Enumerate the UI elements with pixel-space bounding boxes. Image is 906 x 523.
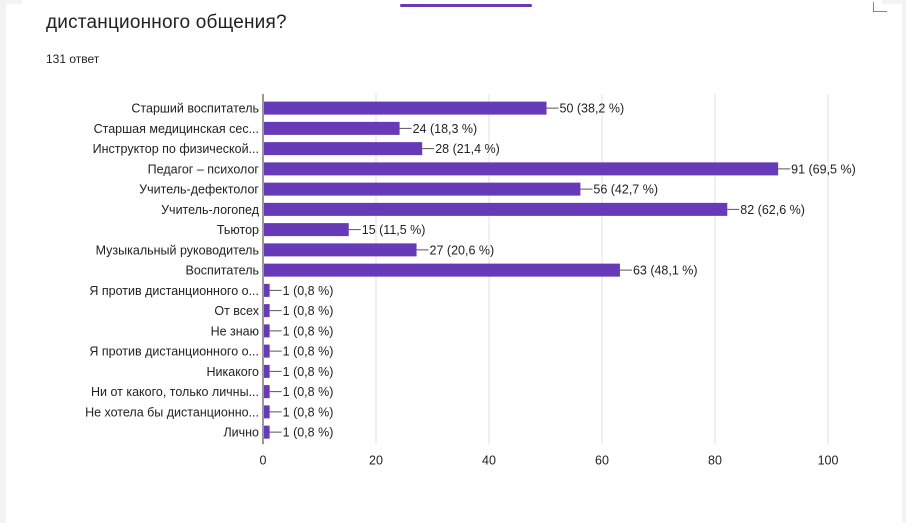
category-label: Педагог – психолог xyxy=(148,162,260,176)
category-label: Старшая медицинская сес... xyxy=(94,122,259,136)
category-label: Старший воспитатель xyxy=(131,102,259,116)
x-tick-label: 100 xyxy=(818,453,839,467)
data-label: 28 (21,4 %) xyxy=(435,142,500,156)
bar xyxy=(264,121,400,135)
bar xyxy=(264,425,270,439)
data-label: 1 (0,8 %) xyxy=(283,365,334,379)
category-label: Я против дистанционного о... xyxy=(89,284,259,298)
x-tick-label: 60 xyxy=(595,453,609,467)
category-label: От всех xyxy=(214,304,259,318)
category-label: Не знаю xyxy=(211,324,259,338)
category-label: Ни от какого, только личны... xyxy=(91,385,259,399)
category-label: Тьютор xyxy=(217,223,259,237)
category-label: Инструктор по физической... xyxy=(93,142,259,156)
data-label: 1 (0,8 %) xyxy=(283,345,334,359)
data-label: 82 (62,6 %) xyxy=(740,203,805,217)
category-label: Лично xyxy=(223,426,259,440)
data-label: 1 (0,8 %) xyxy=(283,324,334,338)
category-label: Не хотела бы дистанционно... xyxy=(85,405,259,419)
bar xyxy=(264,101,547,115)
category-label: Я против дистанционного о... xyxy=(89,345,259,359)
category-label: Музыкальный руководитель xyxy=(96,243,259,257)
bar xyxy=(264,364,270,378)
tab-indicator xyxy=(400,4,532,7)
bar xyxy=(264,405,270,419)
x-tick-label: 20 xyxy=(369,453,383,467)
response-count: 131 ответ xyxy=(46,52,100,66)
summary-card xyxy=(22,0,882,523)
bar xyxy=(264,324,270,338)
category-label: Учитель-дефектолог xyxy=(139,183,259,197)
bar xyxy=(264,263,620,277)
category-label: Воспитатель xyxy=(186,264,259,278)
data-label: 1 (0,8 %) xyxy=(283,405,334,419)
data-label: 56 (42,7 %) xyxy=(593,183,658,197)
bar xyxy=(264,202,728,216)
bar xyxy=(264,283,270,297)
bar xyxy=(264,142,423,156)
data-label: 91 (69,5 %) xyxy=(791,162,856,176)
x-tick-label: 40 xyxy=(482,453,496,467)
copy-icon[interactable] xyxy=(873,2,887,12)
data-label: 24 (18,3 %) xyxy=(413,122,478,136)
question-title: дистанционного общения? xyxy=(46,12,287,33)
data-label: 50 (38,2 %) xyxy=(560,102,625,116)
x-tick-label: 0 xyxy=(260,453,267,467)
x-tick-label: 80 xyxy=(708,453,722,467)
bar xyxy=(264,182,581,196)
data-label: 15 (11,5 %) xyxy=(362,223,426,237)
bar xyxy=(264,162,779,176)
data-label: 63 (48,1 %) xyxy=(633,264,698,278)
data-label: 27 (20,6 %) xyxy=(430,243,495,257)
data-label: 1 (0,8 %) xyxy=(283,426,334,440)
data-label: 1 (0,8 %) xyxy=(283,385,334,399)
bar xyxy=(264,223,349,237)
category-label: Учитель-логопед xyxy=(161,203,260,217)
data-label: 1 (0,8 %) xyxy=(283,304,334,318)
bar xyxy=(264,385,270,399)
data-label: 1 (0,8 %) xyxy=(283,284,334,298)
bar xyxy=(264,304,270,318)
bar xyxy=(264,243,417,257)
category-label: Никакого xyxy=(206,365,259,379)
bar xyxy=(264,344,270,358)
